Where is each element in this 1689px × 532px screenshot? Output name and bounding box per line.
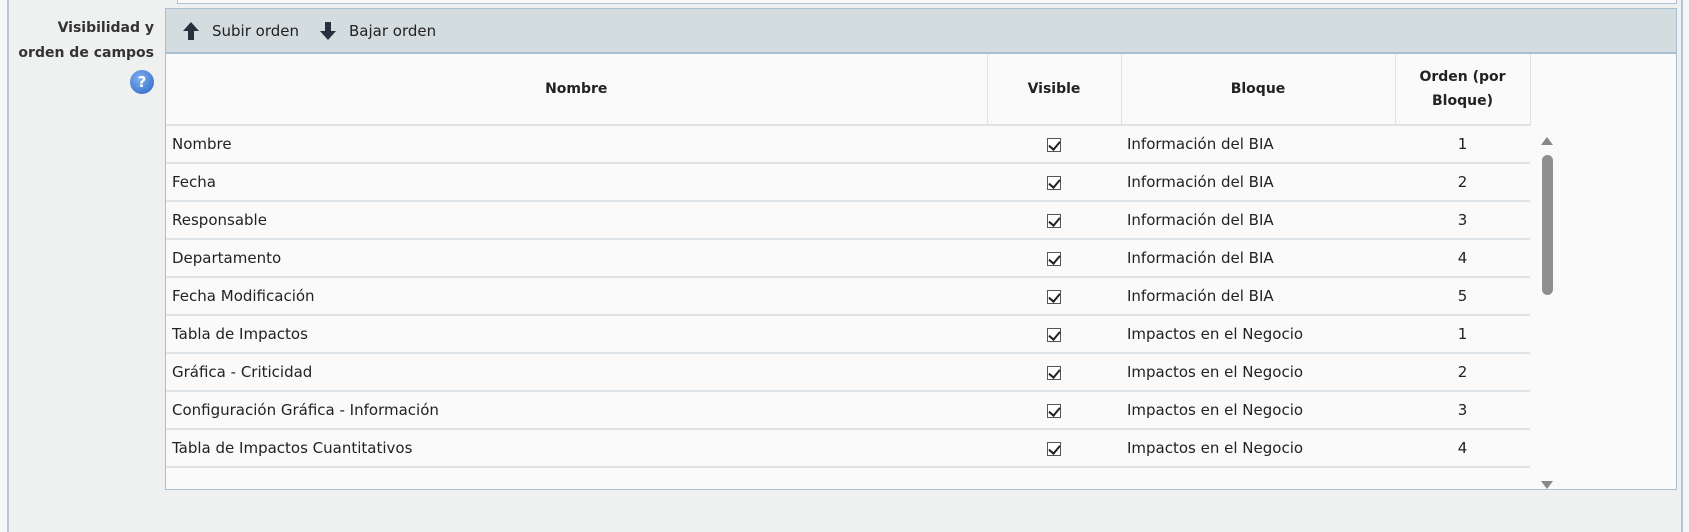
- arrow-up-icon: [183, 21, 199, 40]
- order-value: 2: [1395, 163, 1530, 202]
- table-row[interactable]: Fecha Modificación Información del BIA 5: [166, 277, 1530, 316]
- table-row[interactable]: Configuración Gráfica - Información Impa…: [166, 391, 1530, 430]
- visible-cell: [987, 239, 1121, 278]
- column-header-block[interactable]: Bloque: [1121, 54, 1396, 126]
- field-name: Tabla de Impactos Cuantitativos: [166, 429, 987, 468]
- block-name: Impactos en el Negocio: [1121, 353, 1395, 392]
- scrollbar-thumb[interactable]: [1542, 155, 1553, 295]
- visible-checkbox[interactable]: [1047, 441, 1061, 456]
- visible-cell: [987, 163, 1121, 202]
- block-name: Información del BIA: [1121, 239, 1395, 278]
- column-header-visible[interactable]: Visible: [987, 54, 1122, 126]
- visible-checkbox[interactable]: [1047, 365, 1061, 380]
- order-value: 1: [1395, 315, 1530, 354]
- help-icon[interactable]: ?: [130, 70, 154, 94]
- visible-checkbox[interactable]: [1047, 403, 1061, 418]
- field-name: Departamento: [166, 239, 987, 278]
- field-label-line: Visibilidad y: [57, 20, 154, 36]
- block-name: Información del BIA: [1121, 277, 1395, 316]
- field-name: Configuración Gráfica - Información: [166, 391, 987, 430]
- order-value: 2: [1395, 353, 1530, 392]
- field-name: Fecha Modificación: [166, 277, 987, 316]
- visible-checkbox[interactable]: [1047, 137, 1061, 152]
- column-header-name[interactable]: Nombre: [166, 54, 988, 126]
- field-name: Responsable: [166, 201, 987, 240]
- order-value: 3: [1395, 201, 1530, 240]
- table-row[interactable]: Tabla de Impactos Impactos en el Negocio…: [166, 315, 1530, 354]
- visible-cell: [987, 201, 1121, 240]
- column-header-order[interactable]: Orden (por Bloque): [1395, 54, 1531, 126]
- visible-cell: [987, 429, 1121, 468]
- field-label-line: orden de campos: [18, 45, 154, 61]
- table-row[interactable]: Responsable Información del BIA 3: [166, 201, 1530, 240]
- fields-table: Nombre Visible Bloque Orden (por Bloque)…: [166, 54, 1531, 468]
- fields-grid: Subir orden Bajar orden Nombre Visible B…: [165, 8, 1677, 490]
- visible-cell: [987, 277, 1121, 316]
- move-up-label: Subir orden: [212, 21, 299, 40]
- previous-field-strip: [7, 0, 1683, 8]
- field-name: Tabla de Impactos: [166, 315, 987, 354]
- scroll-up-arrow-icon[interactable]: [1541, 137, 1553, 145]
- visible-checkbox[interactable]: [1047, 327, 1061, 342]
- visible-checkbox[interactable]: [1047, 213, 1061, 228]
- table-row[interactable]: Departamento Información del BIA 4: [166, 239, 1530, 278]
- block-name: Información del BIA: [1121, 201, 1395, 240]
- visible-checkbox[interactable]: [1047, 251, 1061, 266]
- visible-cell: [987, 125, 1121, 164]
- order-value: 5: [1395, 277, 1530, 316]
- visible-checkbox[interactable]: [1047, 175, 1061, 190]
- visible-cell: [987, 391, 1121, 430]
- order-value: 4: [1395, 429, 1530, 468]
- order-value: 4: [1395, 239, 1530, 278]
- move-down-label: Bajar orden: [349, 21, 437, 40]
- table-row[interactable]: Nombre Información del BIA 1: [166, 125, 1530, 164]
- block-name: Impactos en el Negocio: [1121, 315, 1395, 354]
- order-value: 1: [1395, 125, 1530, 164]
- vertical-scrollbar[interactable]: [1531, 133, 1563, 489]
- visible-cell: [987, 315, 1121, 354]
- field-label-column: Visibilidad y orden de campos ?: [7, 8, 158, 532]
- table-row[interactable]: Fecha Información del BIA 2: [166, 163, 1530, 202]
- arrow-down-icon: [320, 21, 336, 40]
- field-name: Gráfica - Criticidad: [166, 353, 987, 392]
- visible-checkbox[interactable]: [1047, 289, 1061, 304]
- table-row[interactable]: Gráfica - Criticidad Impactos en el Nego…: [166, 353, 1530, 392]
- block-name: Información del BIA: [1121, 163, 1395, 202]
- move-up-button[interactable]: Subir orden: [182, 21, 299, 41]
- scroll-down-arrow-icon[interactable]: [1541, 481, 1553, 489]
- block-name: Información del BIA: [1121, 125, 1395, 164]
- toolbar: Subir orden Bajar orden: [166, 9, 1676, 54]
- field-label: Visibilidad y orden de campos: [18, 16, 154, 66]
- move-down-button[interactable]: Bajar orden: [319, 21, 436, 41]
- order-value: 3: [1395, 391, 1530, 430]
- visible-cell: [987, 353, 1121, 392]
- block-name: Impactos en el Negocio: [1121, 391, 1395, 430]
- field-name: Fecha: [166, 163, 987, 202]
- block-name: Impactos en el Negocio: [1121, 429, 1395, 468]
- table-row[interactable]: Tabla de Impactos Cuantitativos Impactos…: [166, 429, 1530, 468]
- field-name: Nombre: [166, 125, 987, 164]
